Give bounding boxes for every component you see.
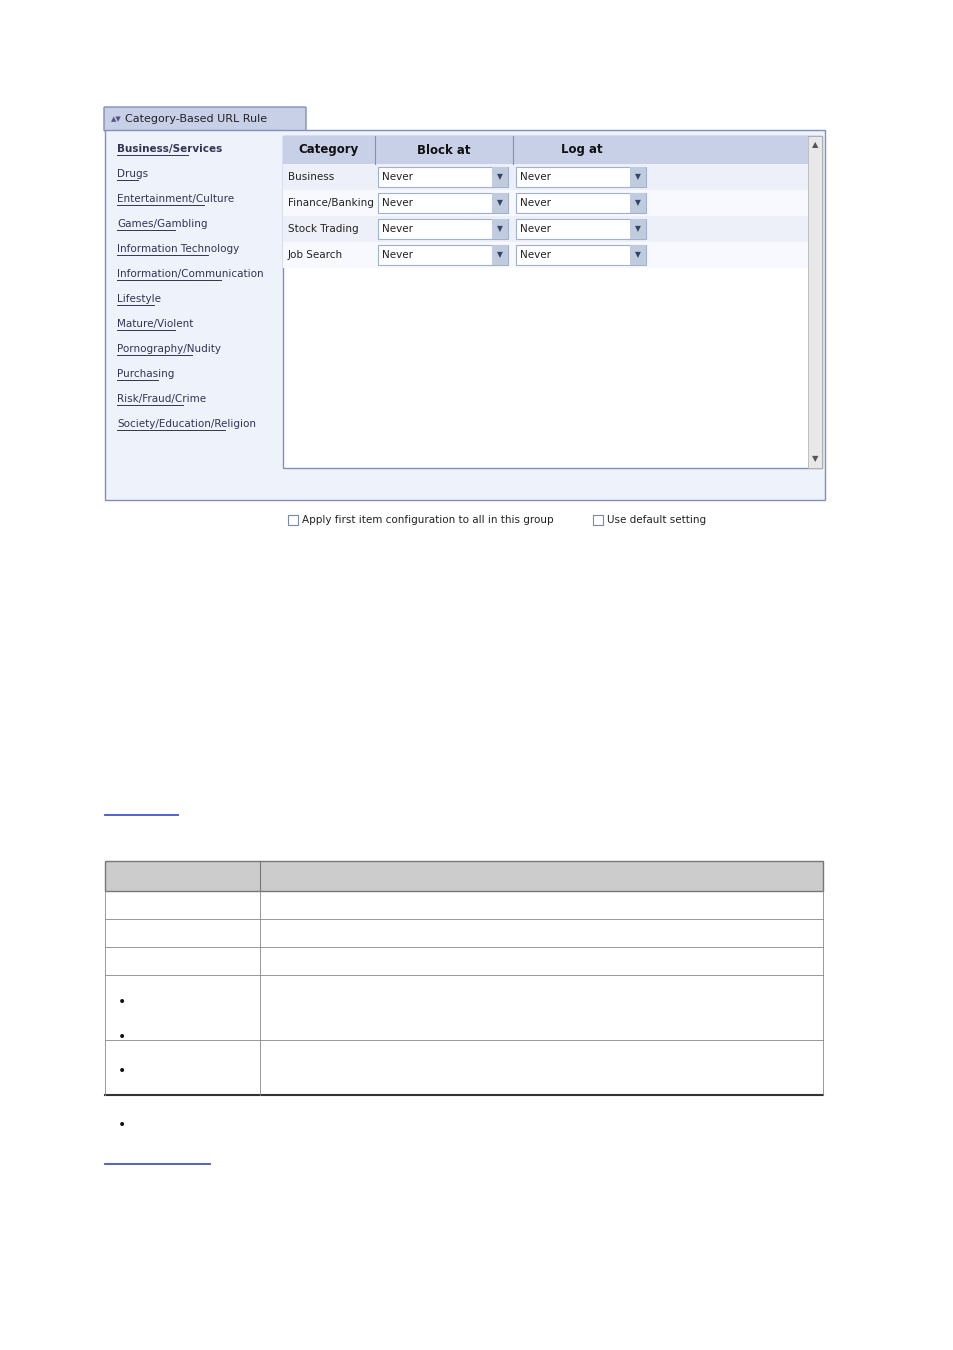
Bar xyxy=(377,167,507,188)
Bar xyxy=(516,167,645,188)
Text: Never: Never xyxy=(519,250,551,261)
Text: •: • xyxy=(118,1064,126,1077)
Bar xyxy=(492,244,507,265)
Text: Drugs: Drugs xyxy=(117,169,148,180)
Text: ▲: ▲ xyxy=(811,140,818,150)
Bar xyxy=(629,219,645,239)
Text: ▼: ▼ xyxy=(635,224,640,234)
Text: Category-Based URL Rule: Category-Based URL Rule xyxy=(125,113,267,124)
Bar xyxy=(516,193,645,213)
Bar xyxy=(377,244,507,265)
Text: Use default setting: Use default setting xyxy=(606,514,705,525)
Text: ▼: ▼ xyxy=(497,251,502,259)
Text: ▼: ▼ xyxy=(635,198,640,208)
Text: Stock Trading: Stock Trading xyxy=(288,224,358,234)
Text: ▼: ▼ xyxy=(811,455,818,463)
Text: Never: Never xyxy=(381,171,413,182)
Bar xyxy=(492,167,507,188)
Bar xyxy=(283,136,821,468)
Bar xyxy=(283,190,807,216)
Text: Never: Never xyxy=(519,171,551,182)
Text: Finance/Banking: Finance/Banking xyxy=(288,198,374,208)
Text: ▼: ▼ xyxy=(635,251,640,259)
Text: Block at: Block at xyxy=(416,143,470,157)
Text: •: • xyxy=(118,1118,126,1131)
Text: Games/Gambling: Games/Gambling xyxy=(117,219,208,230)
Bar xyxy=(807,136,821,468)
Bar xyxy=(492,219,507,239)
Text: Information Technology: Information Technology xyxy=(117,244,239,254)
Text: ▼: ▼ xyxy=(635,173,640,181)
Text: Never: Never xyxy=(381,250,413,261)
Bar xyxy=(288,514,297,525)
Bar xyxy=(283,242,807,269)
Bar xyxy=(283,163,807,190)
Text: Log at: Log at xyxy=(560,143,602,157)
Text: Never: Never xyxy=(381,224,413,234)
Text: ▼: ▼ xyxy=(497,224,502,234)
Text: Business: Business xyxy=(288,171,334,182)
Text: ▼: ▼ xyxy=(497,173,502,181)
Bar xyxy=(593,514,602,525)
Text: Purchasing: Purchasing xyxy=(117,369,174,379)
Text: Apply first item configuration to all in this group: Apply first item configuration to all in… xyxy=(302,514,553,525)
Text: Risk/Fraud/Crime: Risk/Fraud/Crime xyxy=(117,394,206,404)
Bar xyxy=(377,219,507,239)
Text: ▼: ▼ xyxy=(497,198,502,208)
Bar xyxy=(629,167,645,188)
Bar xyxy=(283,216,807,242)
Text: •: • xyxy=(118,1030,126,1044)
FancyBboxPatch shape xyxy=(104,107,306,131)
Text: Business/Services: Business/Services xyxy=(117,144,222,154)
Bar xyxy=(105,130,824,500)
Text: Pornography/Nudity: Pornography/Nudity xyxy=(117,344,221,354)
Text: ▲▼: ▲▼ xyxy=(111,116,122,122)
Bar xyxy=(516,219,645,239)
Bar xyxy=(629,244,645,265)
Bar xyxy=(516,244,645,265)
Bar xyxy=(629,193,645,213)
Text: Never: Never xyxy=(519,224,551,234)
Text: Information/Communication: Information/Communication xyxy=(117,269,263,279)
Bar xyxy=(492,193,507,213)
Text: Never: Never xyxy=(381,198,413,208)
Text: Never: Never xyxy=(519,198,551,208)
Text: •: • xyxy=(118,995,126,1008)
Text: Society/Education/Religion: Society/Education/Religion xyxy=(117,418,255,429)
Bar xyxy=(377,193,507,213)
Bar xyxy=(105,861,822,891)
Text: Mature/Violent: Mature/Violent xyxy=(117,319,193,329)
Text: Entertainment/Culture: Entertainment/Culture xyxy=(117,194,233,204)
Text: Job Search: Job Search xyxy=(288,250,343,261)
Text: Category: Category xyxy=(298,143,358,157)
Bar xyxy=(283,136,807,163)
Text: Lifestyle: Lifestyle xyxy=(117,294,161,304)
